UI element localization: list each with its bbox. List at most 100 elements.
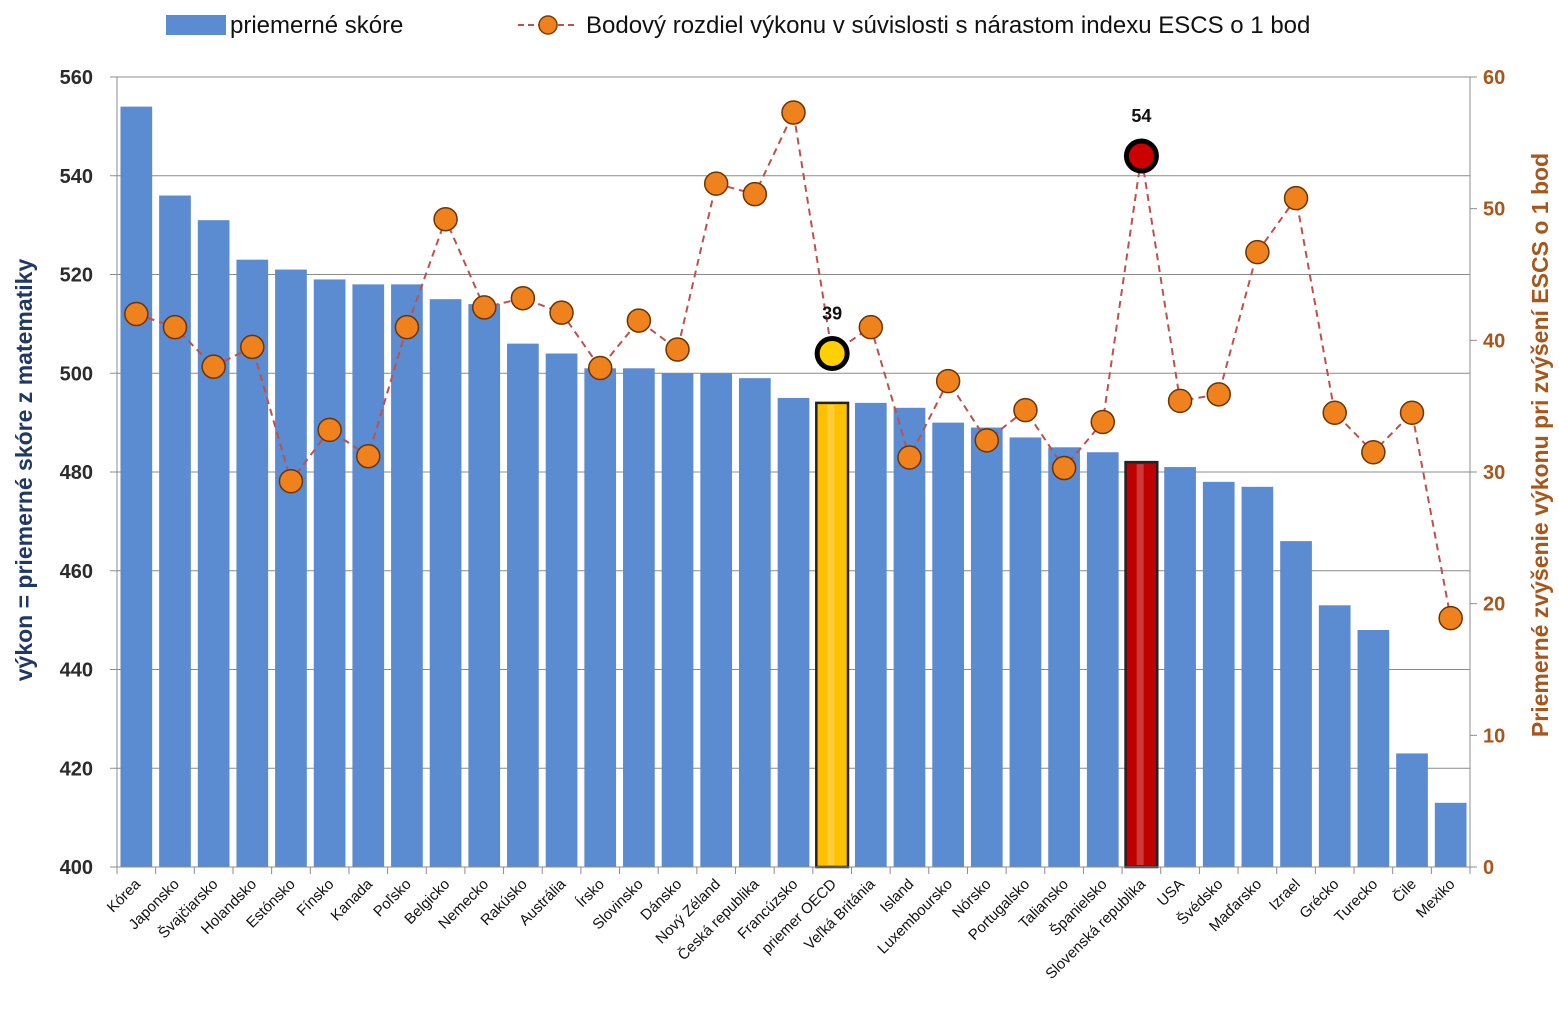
line-point [278, 468, 304, 494]
bar [1048, 447, 1080, 867]
line-point [394, 314, 420, 340]
y-axis-right-title: Priemerné zvýšenie výkonu pri zvýšení ES… [1527, 153, 1553, 737]
bar-highlight-sheen [827, 404, 835, 865]
bar [932, 422, 964, 867]
bar [429, 299, 462, 867]
bar [507, 343, 539, 867]
legend-line-label: Bodový rozdiel výkonu v súvislosti s nár… [586, 12, 1310, 39]
line-point [1399, 400, 1425, 425]
bar [1086, 452, 1119, 867]
line-point [1322, 400, 1347, 425]
line-point [1206, 382, 1231, 407]
line-point [1283, 185, 1309, 211]
bar [1280, 541, 1312, 867]
line-point [665, 337, 690, 362]
line-point [703, 171, 729, 196]
legend-line-marker [538, 15, 558, 35]
y-tick-label-left: 520 [60, 265, 93, 287]
line-point [240, 334, 265, 360]
line-point [742, 181, 768, 207]
line-point [897, 445, 922, 470]
bar [120, 106, 153, 867]
line-point [162, 314, 188, 340]
y-tick-label-right: 50 [1483, 199, 1505, 221]
bar [1396, 753, 1428, 867]
y-tick-label-right: 60 [1483, 67, 1505, 89]
line-point [935, 368, 961, 394]
line-point [549, 300, 574, 325]
bar [275, 269, 307, 867]
line-point-highlight [1123, 138, 1159, 174]
x-tick-label: Kanada [328, 875, 377, 924]
x-tick-label: Turecko [1331, 876, 1381, 926]
bar [1009, 437, 1042, 867]
bar [159, 195, 191, 867]
y-tick-label-left: 500 [60, 363, 93, 385]
line-point [201, 354, 226, 379]
legend-bar-swatch [166, 15, 226, 35]
x-tick-label: Čile [1390, 876, 1420, 906]
bar-series [120, 106, 1467, 869]
y-tick-label-left: 480 [60, 462, 93, 484]
bar [970, 427, 1003, 867]
bar [468, 304, 501, 867]
y-axis-left-title: výkon = priemerné skóre z matematiky [11, 259, 37, 682]
bar [352, 284, 385, 867]
bar [893, 407, 926, 867]
y-tick-label-right: 0 [1483, 857, 1494, 879]
line-point [1361, 440, 1386, 465]
y-tick-label-right: 20 [1483, 594, 1505, 616]
line-point-highlight [814, 336, 850, 371]
bar [236, 259, 269, 867]
y-tick-label-right: 40 [1483, 330, 1505, 352]
y-tick-label-left: 560 [60, 67, 93, 89]
line-point [974, 428, 1000, 453]
bar [738, 378, 771, 867]
line-series [124, 100, 1463, 631]
bar [197, 220, 230, 867]
bar [661, 373, 694, 867]
bar [1357, 630, 1390, 867]
line-point [1013, 397, 1038, 423]
bar [1318, 605, 1351, 867]
line-point [317, 417, 342, 443]
line-point [471, 295, 497, 320]
bar [545, 353, 578, 867]
line-path [136, 109, 1452, 619]
line-point [626, 308, 652, 333]
line-point [1167, 388, 1193, 414]
data-label: 39 [822, 304, 842, 324]
line-point [781, 100, 806, 125]
x-tick-label: USA [1154, 876, 1188, 910]
data-label: 54 [1131, 106, 1151, 126]
line-point [587, 355, 613, 381]
annotations: 39 54 [822, 106, 1151, 324]
y-tick-label-left: 440 [60, 660, 93, 682]
x-tick-label: Írsko [573, 876, 608, 911]
line-point [356, 443, 381, 469]
y-tick-label-right: 10 [1483, 725, 1505, 747]
bar [1164, 467, 1196, 867]
bar [313, 279, 346, 867]
line-point [1438, 605, 1463, 631]
bar [584, 368, 617, 867]
line-point [1245, 239, 1270, 265]
y-tick-label-left: 460 [60, 561, 93, 583]
y-tick-label-left: 420 [60, 758, 93, 780]
bar [854, 402, 887, 867]
bar [1202, 481, 1235, 867]
bar [1434, 802, 1467, 867]
legend: priemerné skóre Bodový rozdiel výkonu v … [166, 12, 1310, 39]
line-point [858, 314, 884, 340]
bar [1241, 486, 1274, 867]
y-tick-label-right: 30 [1483, 462, 1505, 484]
legend-bar-label: priemerné skóre [230, 12, 403, 39]
line-point [510, 285, 536, 311]
line-point [1051, 455, 1077, 481]
bar [623, 368, 655, 867]
y-tick-label-left: 400 [60, 857, 93, 879]
bar [777, 397, 810, 867]
bar [700, 373, 733, 867]
x-tick-label: Mexiko [1413, 876, 1459, 922]
